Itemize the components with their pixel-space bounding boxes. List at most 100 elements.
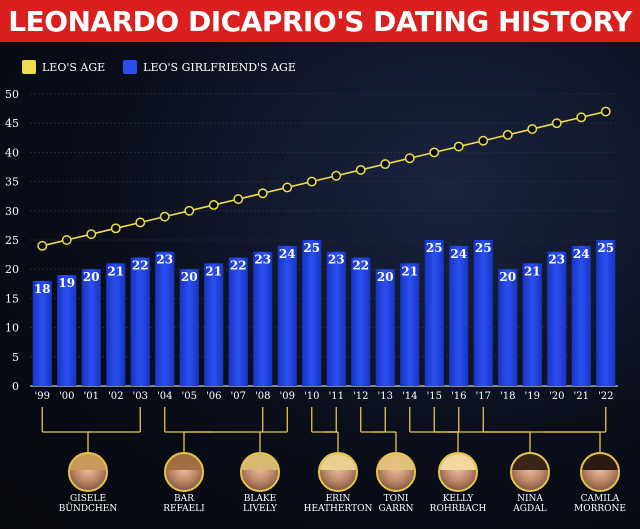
x-tick-label: '03 (133, 391, 148, 402)
legend-label-girlfriend: LEO'S GIRLFRIEND'S AGE (143, 60, 296, 74)
portrait-avatar (580, 452, 620, 492)
portrait-hair (582, 454, 618, 471)
x-tick-label: '13 (378, 391, 393, 402)
girlfriend-name-line: BAR (174, 494, 194, 504)
leo-age-line (42, 110, 606, 247)
y-tick-label: 50 (5, 88, 19, 101)
x-tick-label: '14 (402, 391, 417, 402)
bar-value-label: 20 (377, 270, 394, 284)
girlfriend-name-line: AGDAL (513, 504, 547, 514)
bar (547, 251, 567, 386)
leo-age-point (600, 106, 611, 117)
x-tick-label: '10 (304, 391, 319, 402)
portrait-hair (512, 454, 548, 471)
bar-value-label: 20 (181, 270, 198, 284)
girlfriend-name-line: CAMILA (580, 494, 620, 504)
portrait-avatar (438, 452, 478, 492)
bar (522, 263, 542, 386)
bar (253, 251, 273, 386)
y-tick-label: 0 (12, 380, 19, 393)
girlfriend-name-line: NINA (517, 494, 543, 504)
bar (179, 269, 199, 386)
bar-value-label: 21 (401, 264, 418, 278)
girlfriend-name: TONI GARRN (356, 494, 436, 514)
bar (498, 269, 518, 386)
bar-value-label: 22 (132, 259, 149, 273)
portrait-avatar (240, 452, 280, 492)
x-tick-label: '20 (549, 391, 564, 402)
portrait-avatar (510, 452, 550, 492)
leo-age-point (159, 211, 170, 222)
girlfriend-name: NINA AGDAL (490, 494, 570, 514)
portrait-avatar (376, 452, 416, 492)
leo-age-point (478, 135, 489, 146)
girlfriend-name-line: ERIN (325, 494, 351, 504)
bar (277, 245, 297, 386)
bar (57, 275, 77, 386)
x-tick-label: '21 (574, 391, 589, 402)
title-banner: LEONARDO DICAPRIO'S DATING HISTORY (0, 0, 640, 42)
legend: LEO'S AGE LEO'S GIRLFRIEND'S AGE (22, 58, 306, 76)
y-tick-label: 45 (5, 117, 19, 130)
leo-age-point (404, 153, 415, 164)
x-tick-label: '01 (84, 391, 99, 402)
leo-age-point (257, 188, 268, 199)
portrait-hair (378, 454, 414, 471)
bar-value-label: 23 (548, 253, 565, 267)
legend-item-girlfriend: LEO'S GIRLFRIEND'S AGE (123, 60, 296, 74)
y-tick-label: 30 (5, 205, 19, 218)
bar-value-label: 18 (34, 282, 51, 296)
x-tick-label: '15 (427, 391, 442, 402)
leo-age-point (184, 205, 195, 216)
girlfriend-name-line: GARRN (378, 504, 414, 514)
bar-value-label: 25 (475, 241, 492, 255)
bar (106, 263, 126, 386)
y-tick-label: 15 (5, 292, 19, 305)
portrait-avatar (68, 452, 108, 492)
girlfriend-name-line: ROHRBACH (429, 504, 487, 514)
bar-value-label: 20 (499, 270, 516, 284)
x-tick-label: '06 (206, 391, 221, 402)
bar (81, 269, 101, 386)
x-tick-label: '18 (500, 391, 515, 402)
girlfriend-name: ERIN HEATHERTON (298, 494, 378, 514)
bar-value-label: 21 (107, 264, 124, 278)
girlfriend-name-line: BÜNDCHEN (58, 504, 118, 514)
portrait-hair (242, 454, 278, 471)
bar-value-label: 23 (254, 253, 271, 267)
y-tick-label: 20 (5, 263, 19, 276)
girlfriend-name-line: BLAKE (243, 494, 277, 504)
bar-value-label: 25 (597, 241, 614, 255)
bar (449, 245, 469, 386)
girlfriend-name-line: TONI (383, 494, 409, 504)
bar (424, 240, 444, 386)
bar (351, 257, 371, 386)
leo-age-point (551, 118, 562, 129)
leo-age-point (282, 182, 293, 193)
leo-age-point (355, 164, 366, 175)
x-tick-label: '16 (451, 391, 466, 402)
girlfriend-name: CAMILA MORRONE (560, 494, 640, 514)
girlfriend-name: GISELE BÜNDCHEN (48, 494, 128, 514)
leo-age-point (527, 124, 538, 134)
x-tick-label: '19 (525, 391, 540, 402)
leo-age-point (135, 217, 146, 228)
bar (571, 245, 591, 386)
bar (155, 251, 175, 386)
x-tick-label: '04 (157, 391, 172, 402)
legend-swatch-leo (22, 60, 36, 74)
bar-value-label: 22 (352, 259, 369, 273)
bar-value-label: 20 (83, 270, 100, 284)
legend-swatch-girlfriend (123, 60, 138, 74)
girlfriend-name-line: KELLY (442, 494, 474, 504)
leo-age-point (61, 235, 72, 245)
y-tick-label: 5 (12, 351, 19, 364)
leo-age-point (37, 240, 48, 251)
leo-age-point (110, 223, 121, 234)
bar-value-label: 24 (450, 247, 467, 261)
x-tick-label: '22 (598, 391, 613, 402)
bar (130, 257, 150, 386)
leo-age-point (502, 129, 513, 140)
leo-age-point (576, 112, 587, 123)
legend-label-leo: LEO'S AGE (42, 60, 106, 74)
